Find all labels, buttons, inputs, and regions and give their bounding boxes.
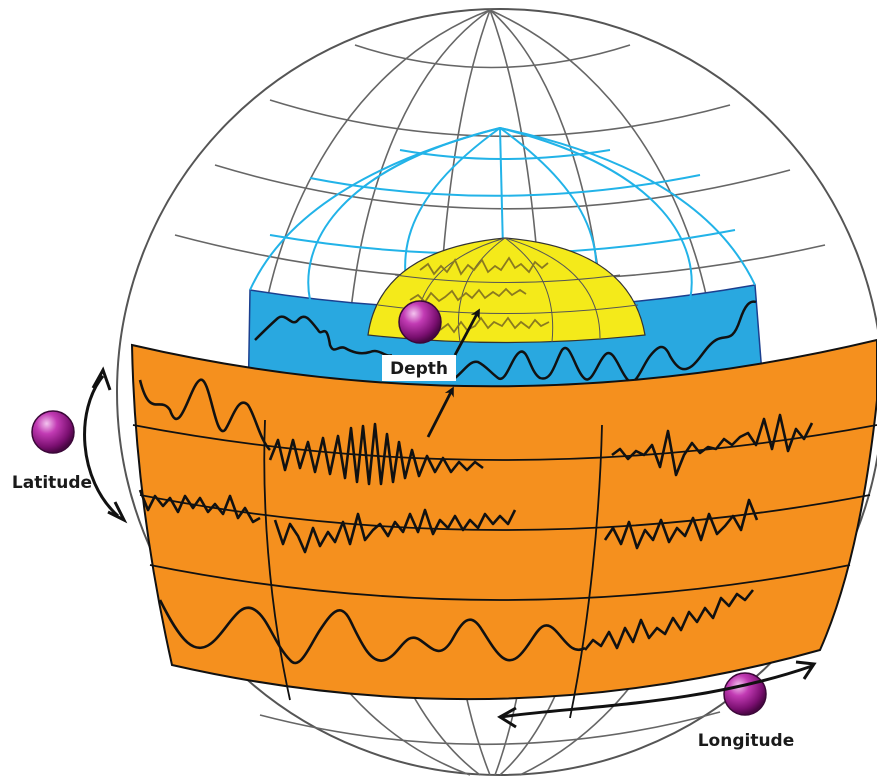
band-waveform <box>158 599 586 665</box>
band-waveform <box>603 498 759 550</box>
outer-parallel <box>354 44 631 69</box>
mantle-waveforms <box>254 300 757 383</box>
crust-band <box>130 338 877 719</box>
band-waveform <box>583 589 755 651</box>
marker-icon-latitude <box>31 410 75 454</box>
longitude-label: Longitude <box>698 731 795 751</box>
band-waveform <box>138 489 261 524</box>
longitude-arrow <box>497 660 817 729</box>
depth-label: Depth <box>390 359 448 379</box>
depth-label-box: Depth <box>382 355 456 381</box>
outer-parallel <box>259 711 721 746</box>
latitude-arrow <box>83 366 128 524</box>
band-waveform <box>268 422 484 486</box>
marker-icon-depth <box>398 300 442 344</box>
core-waveform <box>409 287 527 304</box>
core-waveform <box>419 256 549 276</box>
depth-arrow-upper <box>453 308 480 356</box>
mantle-waveform <box>454 300 757 383</box>
band-waveform <box>273 508 517 554</box>
marker-icon-longitude <box>723 672 767 716</box>
mantle-waveform <box>254 315 393 357</box>
core-waveform <box>439 316 550 334</box>
band-waveform <box>611 413 814 477</box>
band-waveforms <box>138 378 814 665</box>
depth-arrow-lower <box>426 386 454 438</box>
outer-parallel <box>214 164 791 210</box>
outer-parallel <box>269 99 731 138</box>
latitude-label: Latitude <box>12 473 92 493</box>
band-waveform <box>138 378 271 451</box>
depth-arrows <box>426 308 480 438</box>
